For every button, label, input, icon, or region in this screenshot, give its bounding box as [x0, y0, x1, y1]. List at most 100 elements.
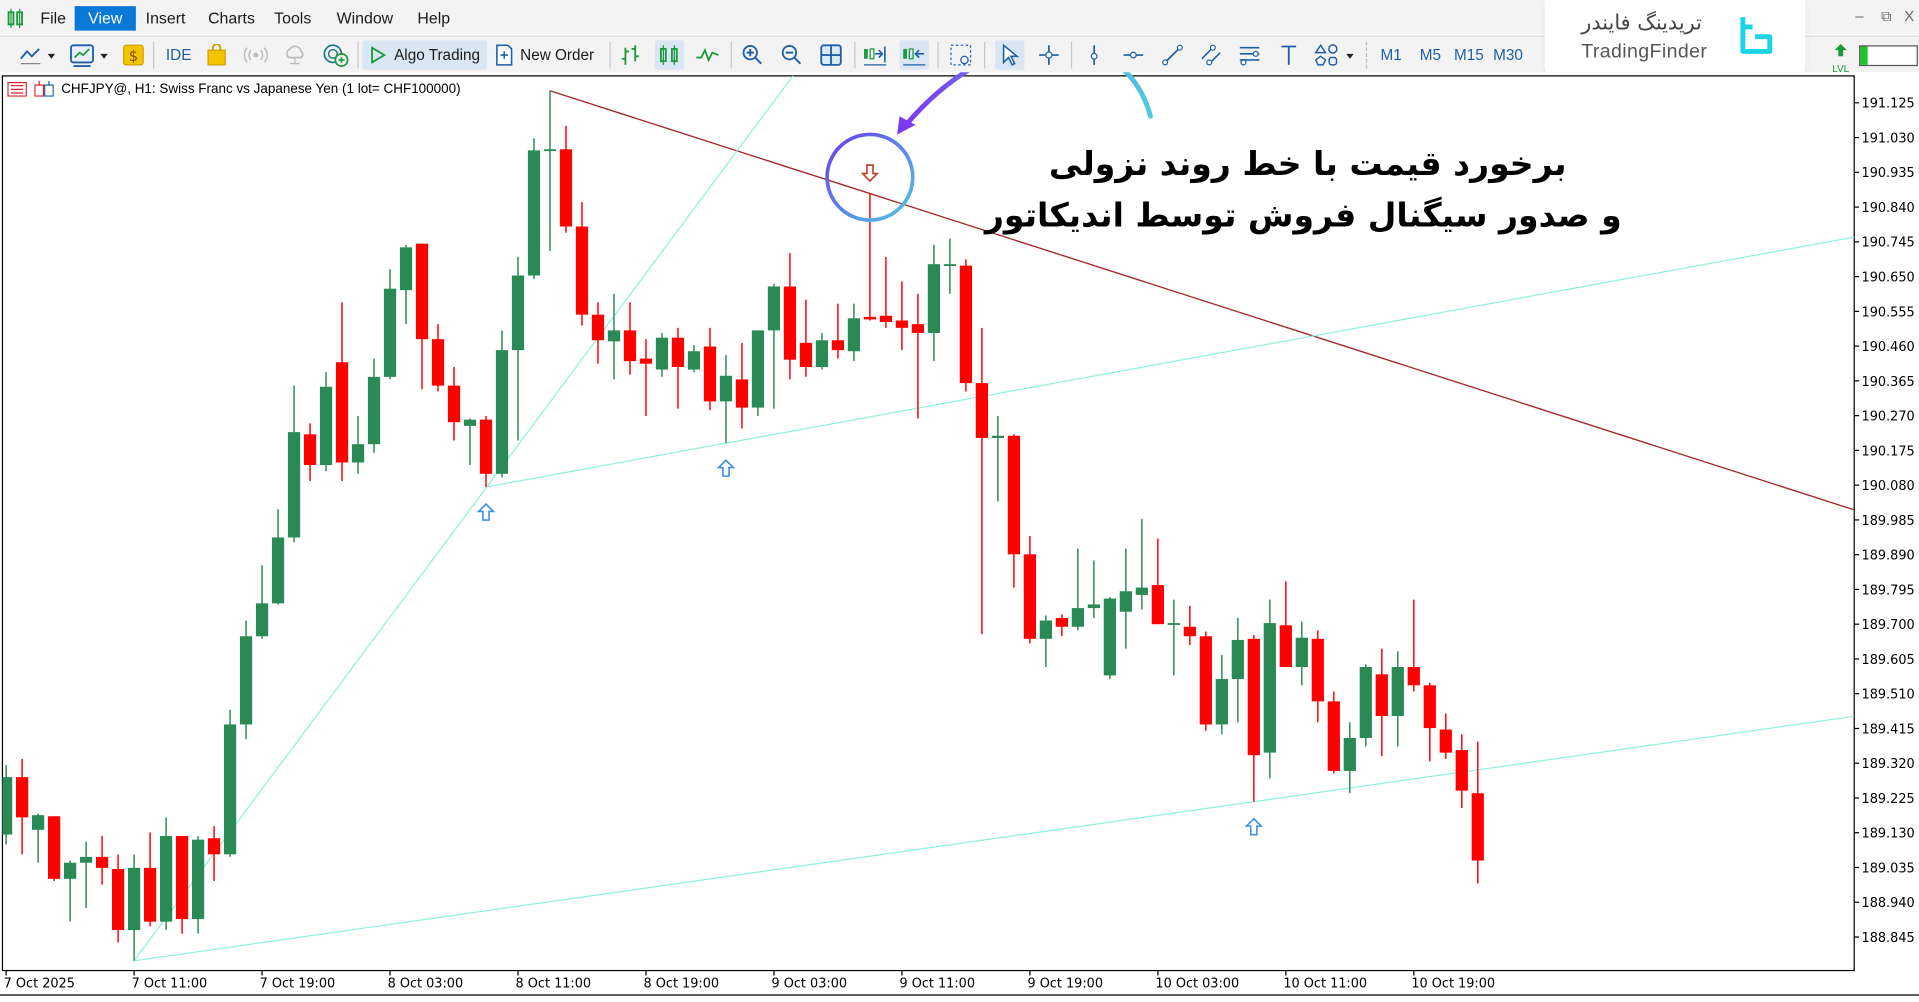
bar-chart-button[interactable] [617, 40, 644, 69]
bear-candle [831, 303, 845, 359]
plot-frame [1, 75, 1855, 972]
market-button[interactable]: $ [120, 40, 147, 69]
shapes-button[interactable] [1312, 40, 1361, 69]
price-label: 189.700 [1862, 618, 1915, 633]
zoom-in-button[interactable] [739, 40, 766, 69]
chart-area[interactable]: 191.125 191.030 190.935 190.840 190.745 190.6… [0, 41, 1919, 997]
bear-candle [623, 302, 637, 375]
bull-candle [991, 416, 1005, 502]
timeframe-m15[interactable]: M15 [1453, 46, 1484, 64]
candle-body [607, 330, 621, 342]
bear-candle [703, 327, 717, 411]
cursor-tool-button[interactable] [995, 40, 1025, 70]
vertical-line-icon [1090, 45, 1098, 65]
candle-body [575, 226, 589, 315]
close-button[interactable]: X [1904, 7, 1915, 25]
chart-type-button[interactable] [15, 40, 59, 69]
tile-windows-button[interactable] [818, 40, 845, 69]
menu-window[interactable]: Window [336, 8, 394, 27]
price-label: 190.745 [1862, 236, 1915, 251]
restore-button[interactable]: ⧉ [1881, 7, 1892, 25]
trendline-button[interactable] [1159, 40, 1186, 69]
crosshair-button[interactable] [1035, 40, 1062, 69]
screenshot-button[interactable] [947, 40, 974, 69]
candle-body [1343, 737, 1356, 771]
price-label: 191.030 [1862, 131, 1915, 146]
bear-candle [1375, 648, 1388, 757]
candle-body [1071, 608, 1084, 627]
candle-body [543, 149, 557, 152]
bull-candle [719, 354, 733, 444]
level-progress-bar [1859, 45, 1918, 67]
candle-body [879, 315, 893, 322]
tradingfinder-logo-icon [1740, 17, 1773, 54]
price-label: 190.840 [1862, 201, 1915, 216]
new-order-button[interactable]: New Order [494, 40, 602, 69]
level-button[interactable]: LVL [1829, 42, 1853, 75]
candle-body [1407, 666, 1420, 686]
price-label: 189.130 [1862, 827, 1915, 842]
horizontal-line-button[interactable] [1120, 40, 1147, 69]
bull-candle [543, 90, 557, 251]
bear-candle [1423, 682, 1436, 762]
candle-body [111, 868, 125, 931]
bull-candle [1215, 654, 1228, 735]
ide-button[interactable]: IDE [165, 46, 192, 64]
timeframe-m1[interactable]: M1 [1380, 46, 1402, 64]
vertical-line-button[interactable] [1081, 40, 1108, 69]
zoom-out-button[interactable] [778, 40, 805, 69]
candle-body [527, 150, 541, 276]
candle-body [15, 777, 29, 818]
menu-help[interactable]: Help [417, 8, 451, 27]
candle-body [1183, 626, 1196, 637]
bear-candle [1471, 741, 1484, 884]
community-button[interactable] [321, 40, 350, 69]
bear-candle [95, 836, 109, 885]
indicators-button[interactable] [66, 40, 113, 69]
vps-button[interactable] [281, 40, 308, 69]
bear-candle [431, 324, 445, 392]
menu-insert[interactable]: Insert [145, 8, 186, 27]
candles [2, 90, 1484, 961]
signals-button[interactable] [242, 40, 269, 69]
bear-candle [959, 259, 973, 392]
candle-body [463, 419, 477, 426]
sell-arrow-icon [860, 164, 880, 183]
shapes-icon [1314, 43, 1354, 66]
line-chart-button[interactable] [694, 40, 721, 69]
bull-candle [655, 332, 669, 377]
text-tool-button[interactable] [1275, 40, 1302, 69]
candle-body [1135, 587, 1148, 595]
cloud-icon [286, 45, 304, 65]
fibonacci-button[interactable] [1236, 40, 1263, 69]
time-axis[interactable]: 7 Oct 2025 7 Oct 11:00 7 Oct 19:00 8 Oct 03… [0, 970, 1919, 996]
autoscroll-button[interactable] [899, 40, 929, 70]
shop-button[interactable] [203, 40, 230, 69]
timeframe-m30[interactable]: M30 [1493, 46, 1523, 64]
candle-body [943, 264, 957, 266]
menu-view[interactable]: View [74, 6, 136, 31]
bull-candle [1071, 548, 1084, 631]
price-chart[interactable]: 191.125 191.030 190.935 190.840 190.745 190.6… [0, 41, 1919, 996]
channel-button[interactable] [1198, 40, 1225, 69]
line-chart-icon [20, 48, 56, 65]
timeframe-m5[interactable]: M5 [1419, 46, 1441, 64]
minimize-button[interactable]: – [1855, 7, 1864, 25]
price-axis[interactable]: 191.125 191.030 190.935 190.840 190.745 190.6… [1854, 97, 1915, 946]
time-label: 7 Oct 2025 [4, 977, 75, 992]
candlestick-button[interactable] [654, 40, 685, 70]
candle-body [783, 286, 797, 360]
menu-charts[interactable]: Charts [208, 8, 255, 27]
candle-body [1007, 435, 1021, 555]
algo-trading-button[interactable]: Algo Trading [362, 40, 488, 70]
bull-candle [1103, 597, 1116, 680]
menu-tools[interactable]: Tools [274, 8, 312, 27]
menu-file[interactable]: File [40, 8, 67, 27]
chart-shift-button[interactable] [862, 40, 889, 69]
time-label: 9 Oct 11:00 [899, 977, 975, 992]
cursor-arrow-icon [1002, 44, 1020, 66]
candle-body [175, 836, 189, 920]
candle-body [1247, 638, 1260, 756]
bull-candle [751, 330, 765, 417]
bull-candle [255, 565, 269, 639]
